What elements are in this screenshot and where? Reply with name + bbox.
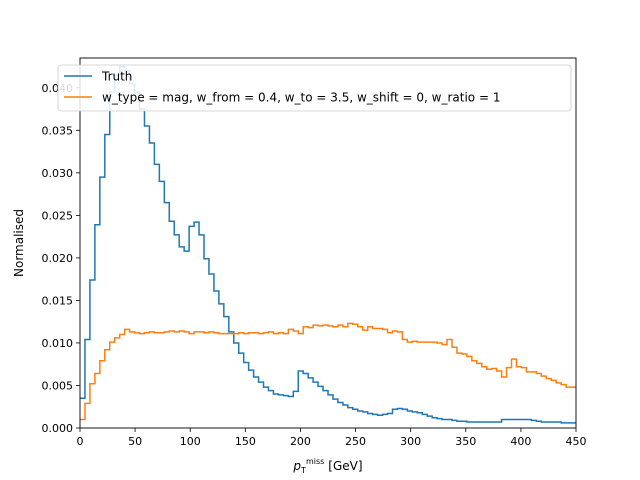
y-tick-label: 0.030 xyxy=(42,167,74,180)
legend-box xyxy=(57,64,572,112)
x-axis-label-sub: T xyxy=(300,466,306,475)
y-tick-label: 0.005 xyxy=(42,379,74,392)
x-tick-label: 150 xyxy=(235,435,256,448)
x-tick-label: 250 xyxy=(345,435,366,448)
series-truth-line xyxy=(80,65,576,424)
x-axis-label-unit: [GeV] xyxy=(328,459,362,473)
y-tick-label: 0.025 xyxy=(42,209,74,222)
series-layer xyxy=(80,65,576,424)
y-tick-label: 0.035 xyxy=(42,124,74,137)
x-tick-label: 300 xyxy=(400,435,421,448)
x-tick-label: 200 xyxy=(290,435,311,448)
legend-label-truth: Truth xyxy=(101,70,132,84)
y-axis-ticks: 0.000 0.005 0.010 0.015 0.020 0.025 0.030 0.035… xyxy=(42,82,80,435)
y-tick-label: 0.015 xyxy=(42,294,74,307)
legend-label-weighted: w_type = mag, w_from = 0.4, w_to = 3.5, … xyxy=(102,91,500,105)
x-tick-label: 400 xyxy=(510,435,531,448)
series-weighted-line xyxy=(80,322,576,421)
x-tick-label: 100 xyxy=(180,435,201,448)
y-axis-label: Normalised xyxy=(12,209,26,277)
x-tick-label: 0 xyxy=(77,435,84,448)
x-tick-label: 350 xyxy=(455,435,476,448)
axes-frame xyxy=(79,57,577,429)
x-axis-label: pTmiss [GeV] xyxy=(292,457,362,475)
y-tick-label: 0.020 xyxy=(42,252,74,265)
y-tick-label: 0.000 xyxy=(42,422,74,435)
x-axis-ticks: 0 50 100 150 200 250 300 350 400 450 xyxy=(77,428,587,448)
x-axis-label-main: p xyxy=(292,459,301,473)
legend: Truth w_type = mag, w_from = 0.4, w_to =… xyxy=(57,64,572,112)
x-axis-label-sup: miss xyxy=(306,457,324,466)
x-tick-label: 450 xyxy=(566,435,587,448)
x-tick-label: 50 xyxy=(128,435,142,448)
y-tick-label: 0.010 xyxy=(42,337,74,350)
